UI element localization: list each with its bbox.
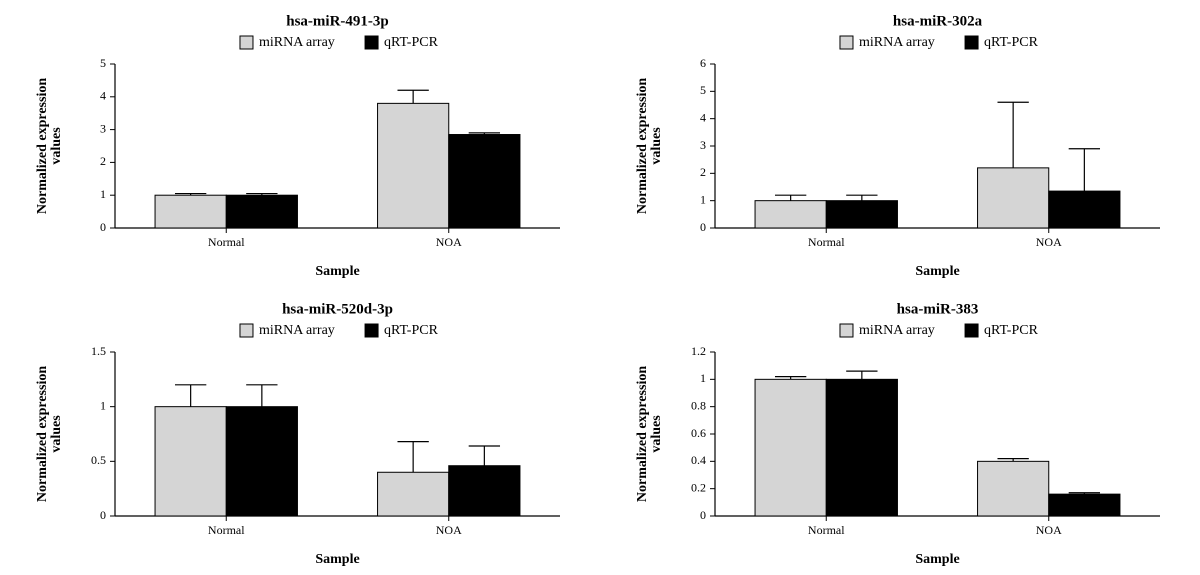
y-tick-label: 1 xyxy=(100,187,106,201)
y-tick-label: 2 xyxy=(100,154,106,168)
legend-label: miRNA array xyxy=(859,323,935,338)
legend-swatch-icon xyxy=(240,324,253,337)
bar xyxy=(978,168,1049,228)
bar xyxy=(1049,494,1120,516)
bar xyxy=(449,465,520,515)
legend-swatch-icon xyxy=(240,36,253,49)
x-axis-label: Sample xyxy=(915,264,959,279)
legend-swatch-icon xyxy=(365,36,378,49)
panel-hsa-mir-491-3p: hsa-miR-491-3p miRNA array qRT-PCR 0 1 2 3 4 5 No… xyxy=(0,0,600,288)
chart-title: hsa-miR-520d-3p xyxy=(282,301,393,317)
charts-grid: hsa-miR-491-3p miRNA array qRT-PCR 0 1 2 3 4 5 No… xyxy=(0,0,1200,575)
legend-swatch-icon xyxy=(365,324,378,337)
y-tick-label: 3 xyxy=(100,121,106,135)
y-tick-label: 0 xyxy=(100,220,106,234)
legend-swatch-icon xyxy=(840,36,853,49)
y-axis-label: Normalized expressionvalues xyxy=(635,78,664,214)
y-tick-label: 0 xyxy=(100,507,106,521)
legend: miRNA array qRT-PCR xyxy=(240,323,439,338)
chart-title: hsa-miR-383 xyxy=(897,301,979,317)
legend-label: qRT-PCR xyxy=(984,323,1039,338)
panel-hsa-mir-302a: hsa-miR-302a miRNA array qRT-PCR 0 1 2 3 4 5 6 Nor… xyxy=(600,0,1200,288)
bar xyxy=(978,461,1049,516)
legend: miRNA array qRT-PCR xyxy=(840,35,1039,50)
legend: miRNA array qRT-PCR xyxy=(840,323,1039,338)
legend: miRNA array qRT-PCR xyxy=(240,35,439,50)
bar xyxy=(226,406,297,515)
y-axis-label: Normalized expressionvalues xyxy=(35,78,64,214)
bar xyxy=(378,472,449,516)
legend-label: qRT-PCR xyxy=(384,35,439,50)
chart-title: hsa-miR-302a xyxy=(893,14,983,30)
y-tick-label: 0 xyxy=(700,507,706,521)
bar xyxy=(155,195,226,228)
bar xyxy=(155,406,226,515)
bar xyxy=(826,379,897,516)
x-axis-label: Sample xyxy=(315,264,359,279)
y-tick-label: 0.8 xyxy=(691,398,706,412)
x-tick-label: NOA xyxy=(436,235,462,249)
bar xyxy=(1049,191,1120,228)
x-axis-label: Sample xyxy=(315,551,359,566)
y-tick-label: 3 xyxy=(700,138,706,152)
legend-label: miRNA array xyxy=(859,35,935,50)
y-tick-label: 6 xyxy=(700,56,706,70)
bar xyxy=(826,201,897,228)
panel-hsa-mir-383: hsa-miR-383 miRNA array qRT-PCR 0 0.2 0.4 0.6 0… xyxy=(600,288,1200,575)
bar xyxy=(449,135,520,228)
y-tick-label: 5 xyxy=(100,56,106,70)
x-tick-label: NOA xyxy=(1036,522,1062,536)
bar xyxy=(226,195,297,228)
bar xyxy=(378,103,449,228)
y-tick-label: 0.5 xyxy=(91,453,106,467)
y-tick-label: 0.4 xyxy=(691,453,706,467)
legend-swatch-icon xyxy=(965,36,978,49)
legend-swatch-icon xyxy=(840,324,853,337)
y-tick-label: 1 xyxy=(700,371,706,385)
x-axis-label: Sample xyxy=(915,551,959,566)
y-tick-label: 4 xyxy=(100,89,106,103)
x-tick-label: NOA xyxy=(1036,235,1062,249)
legend-label: qRT-PCR xyxy=(984,35,1039,50)
legend-swatch-icon xyxy=(965,324,978,337)
y-tick-label: 5 xyxy=(700,83,706,97)
panel-hsa-mir-520d-3p: hsa-miR-520d-3p miRNA array qRT-PCR 0 0.5 1 1.… xyxy=(0,288,600,575)
y-tick-label: 2 xyxy=(700,165,706,179)
y-tick-label: 1 xyxy=(100,398,106,412)
y-tick-label: 0.2 xyxy=(691,480,706,494)
bar xyxy=(755,379,826,516)
y-tick-label: 0 xyxy=(700,220,706,234)
legend-label: miRNA array xyxy=(259,35,335,50)
y-tick-label: 1.2 xyxy=(691,343,706,357)
y-axis-label: Normalized expressionvalues xyxy=(635,365,664,501)
x-tick-label: Normal xyxy=(208,235,245,249)
y-tick-label: 1 xyxy=(700,192,706,206)
y-axis-label: Normalized expressionvalues xyxy=(35,365,64,501)
x-tick-label: NOA xyxy=(436,522,462,536)
y-tick-label: 4 xyxy=(700,110,706,124)
chart-title: hsa-miR-491-3p xyxy=(286,14,389,30)
x-tick-label: Normal xyxy=(808,235,845,249)
bar xyxy=(755,201,826,228)
y-tick-label: 0.6 xyxy=(691,425,706,439)
x-tick-label: Normal xyxy=(808,522,845,536)
x-tick-label: Normal xyxy=(208,522,245,536)
legend-label: qRT-PCR xyxy=(384,323,439,338)
y-tick-label: 1.5 xyxy=(91,343,106,357)
legend-label: miRNA array xyxy=(259,323,335,338)
